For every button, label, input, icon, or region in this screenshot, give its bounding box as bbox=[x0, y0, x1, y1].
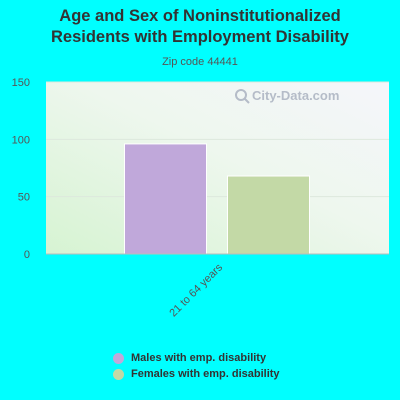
y-tick-label: 0 bbox=[24, 249, 30, 261]
y-axis: 0 50 100 150 bbox=[12, 77, 30, 261]
watermark-magnifier-handle bbox=[244, 98, 250, 104]
y-tick-label: 150 bbox=[12, 77, 30, 89]
bars bbox=[124, 143, 310, 255]
chart-title-line-2: Residents with Employment Disability bbox=[51, 28, 349, 46]
y-tick-label: 100 bbox=[12, 134, 30, 146]
watermark-text: City-Data.com bbox=[252, 88, 339, 103]
bar bbox=[227, 175, 310, 255]
legend-item: Females with emp. disability bbox=[113, 366, 280, 382]
bar bbox=[124, 143, 207, 255]
legend-swatch bbox=[113, 352, 124, 364]
grid-lines bbox=[46, 81, 389, 198]
legend-label: Females with emp. disability bbox=[131, 368, 280, 380]
legend-label: Males with emp. disability bbox=[131, 352, 267, 364]
legend-swatch bbox=[113, 368, 124, 380]
chart-subtitle: Zip code 44441 bbox=[162, 56, 238, 68]
watermark-magnifier-icon bbox=[235, 89, 247, 101]
legend-item: Males with emp. disability bbox=[113, 350, 280, 366]
y-tick-label: 50 bbox=[18, 192, 30, 204]
chart-title: Age and Sex of Noninstitutionalized Resi… bbox=[0, 6, 400, 48]
chart-title-line-1: Age and Sex of Noninstitutionalized bbox=[59, 7, 341, 25]
plot-area bbox=[46, 82, 389, 254]
watermark: City-Data.com bbox=[235, 88, 339, 104]
legend: Males with emp. disability Females with e… bbox=[113, 350, 280, 382]
x-axis: 21 to 64 years bbox=[46, 253, 389, 319]
x-tick-label: 21 to 64 years bbox=[167, 261, 225, 319]
